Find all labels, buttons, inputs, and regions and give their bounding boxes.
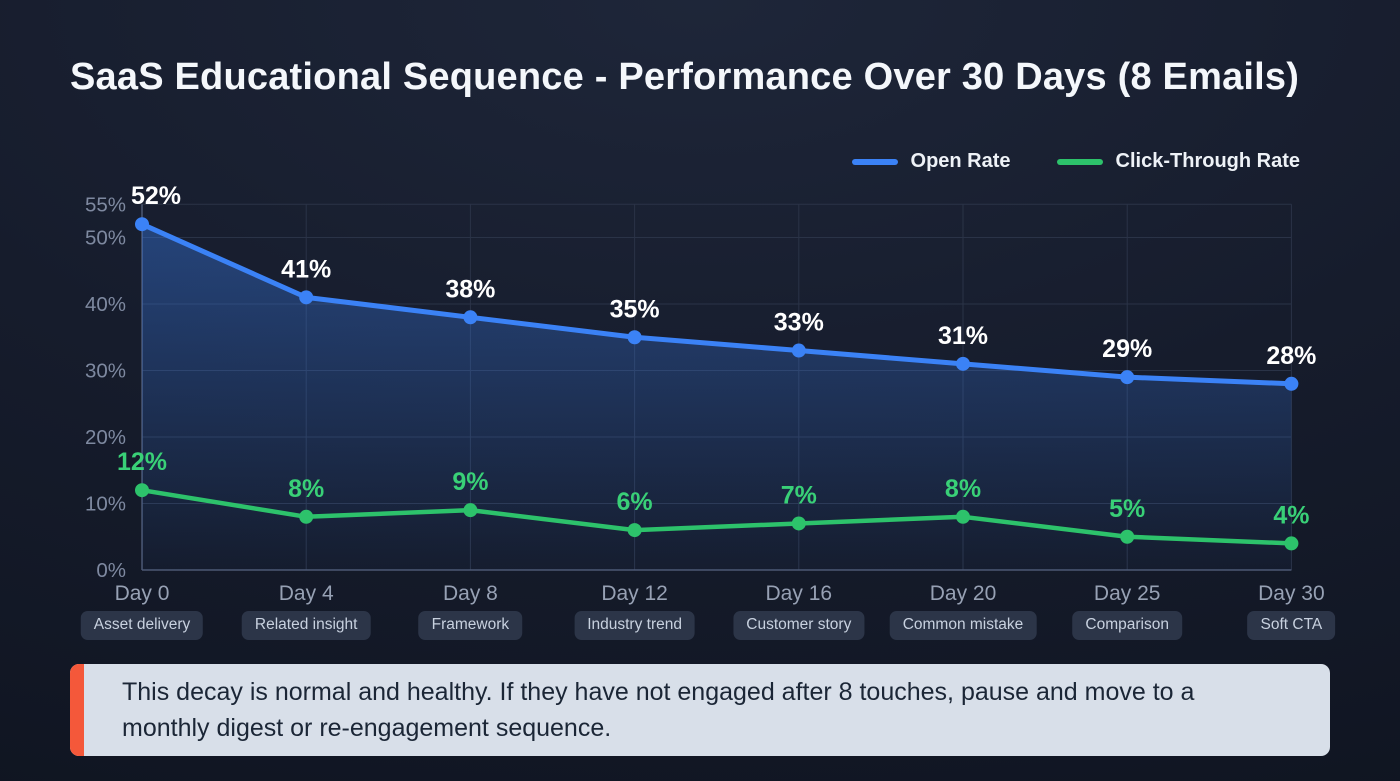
x-axis-label: Day 25 [1094,582,1161,605]
click-through-rate-value-label: 8% [945,475,981,503]
open-rate-value-label: 35% [610,295,660,323]
y-axis-label: 50% [85,227,126,250]
x-axis-label: Day 0 [115,582,170,605]
open-rate-line-icon [851,158,898,165]
click-through-rate-data-point [135,483,149,498]
click-through-rate-value-label: 7% [781,481,817,509]
open-rate-data-point [791,343,806,358]
y-axis-label: 40% [85,293,126,316]
click-through-rate-value-label: 9% [452,468,488,496]
click-through-rate-data-point [791,516,806,531]
x-axis-label: Day 20 [930,582,997,605]
open-rate-data-point [1120,370,1135,385]
open-rate-data-point [463,310,478,325]
click-through-rate-value-label: 4% [1273,501,1309,529]
click-through-rate-data-point [463,503,478,518]
click-through-rate-value-label: 5% [1109,495,1145,523]
open-rate-data-point [1284,376,1299,391]
click-through-rate-line-icon [1056,158,1103,165]
callout-note: This decay is normal and healthy. If the… [70,664,1330,756]
x-axis-label: Day 8 [443,582,498,605]
open-rate-value-label: 33% [774,309,824,337]
open-rate-data-point [299,290,314,305]
page-title: SaaS Educational Sequence - Performance … [70,56,1300,98]
y-axis-label: 20% [85,426,126,449]
x-axis-label: Day 4 [279,582,334,605]
open-rate-data-point [627,330,642,345]
open-rate-value-label: 41% [281,255,331,283]
click-through-rate-value-label: 8% [288,475,324,503]
legend-label-click-through-rate: Click-Through Rate [1115,150,1300,172]
y-axis-label: 30% [85,360,126,383]
legend-item-open-rate: Open Rate [851,150,1011,173]
click-through-rate-value-label: 12% [117,448,167,476]
open-rate-data-point [956,356,970,371]
open-rate-value-label: 31% [938,322,988,350]
open-rate-value-label: 29% [1102,335,1152,363]
open-rate-value-label: 38% [445,275,495,303]
x-axis-label: Day 30 [1258,582,1325,605]
open-rate-value-label: 28% [1266,342,1316,370]
legend-item-click-through-rate: Click-Through Rate [1056,150,1300,173]
click-through-rate-data-point [956,509,970,524]
click-through-rate-data-point [1284,536,1299,551]
callout-text: This decay is normal and healthy. If the… [122,678,1195,742]
click-through-rate-data-point [627,523,642,538]
open-rate-line [139,221,1294,387]
x-axis-label: Day 12 [601,582,668,605]
y-axis-label: 55% [85,193,126,216]
callout-accent-bar [70,664,84,756]
open-rate-area-fill [142,224,1292,570]
open-rate-value-label: 52% [131,182,181,210]
legend-label-open-rate: Open Rate [910,150,1011,172]
y-axis-label: 0% [96,559,126,582]
chart-legend: Open Rate Click-Through Rate [851,150,1300,173]
click-through-rate-value-label: 6% [617,488,653,516]
x-axis-label: Day 16 [766,582,833,605]
click-through-rate-data-point [299,509,314,524]
y-axis-label: 10% [85,493,126,516]
click-through-rate-line [139,487,1294,546]
open-rate-data-point [135,217,149,232]
click-through-rate-data-point [1120,529,1135,544]
